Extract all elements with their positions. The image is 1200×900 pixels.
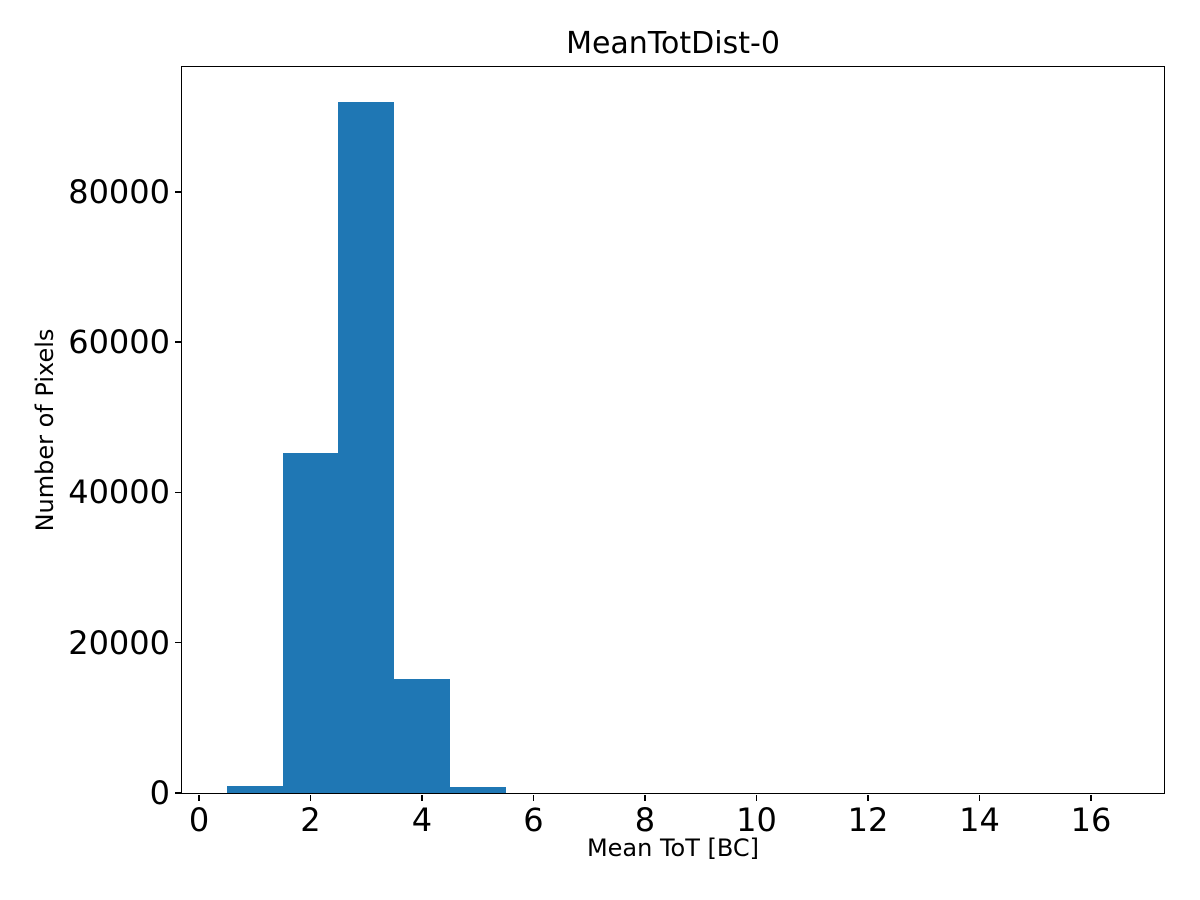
- x-tick-mark: [309, 794, 312, 801]
- y-tick-label: 80000: [68, 172, 170, 211]
- y-tick-mark: [174, 191, 181, 193]
- x-tick-label: 4: [411, 801, 433, 839]
- histogram-bar: [394, 678, 450, 793]
- x-tick-mark: [978, 794, 981, 801]
- histogram-bar: [338, 101, 395, 793]
- x-tick-mark: [198, 794, 200, 801]
- x-tick-label: 16: [1070, 801, 1112, 839]
- y-tick-mark: [174, 341, 181, 343]
- x-tick-label: 0: [188, 801, 210, 839]
- x-tick-label: 12: [847, 801, 889, 839]
- histogram-bar: [282, 452, 339, 793]
- x-tick-mark: [755, 794, 758, 801]
- histogram-bar: [449, 787, 506, 793]
- y-tick-label: 40000: [68, 473, 170, 512]
- x-tick-mark: [532, 794, 535, 801]
- x-tick-mark: [1090, 794, 1092, 801]
- x-tick-label: 8: [634, 801, 656, 839]
- chart-title: MeanTotDist-0: [566, 26, 780, 61]
- x-tick-mark: [867, 794, 869, 801]
- y-tick-mark: [174, 641, 181, 644]
- x-tick-mark: [644, 794, 646, 801]
- x-tick-label: 2: [300, 801, 321, 839]
- x-tick-label: 10: [736, 801, 777, 839]
- x-tick-label: 14: [959, 801, 1000, 839]
- y-tick-mark: [174, 491, 181, 494]
- y-tick-label: 60000: [68, 323, 170, 362]
- x-axis-label: Mean ToT [BC]: [586, 834, 760, 862]
- plot-area: 0 2 4 6 8 10 12 14 16 0 20000 40000 60000 80000: [68, 66, 1165, 837]
- x-tick-mark: [421, 794, 423, 801]
- histogram-bar: [226, 785, 283, 793]
- y-tick-label: 0: [149, 774, 170, 812]
- y-tick-label: 20000: [68, 623, 170, 662]
- y-tick-mark: [174, 792, 181, 794]
- x-tick-label: 6: [523, 801, 544, 839]
